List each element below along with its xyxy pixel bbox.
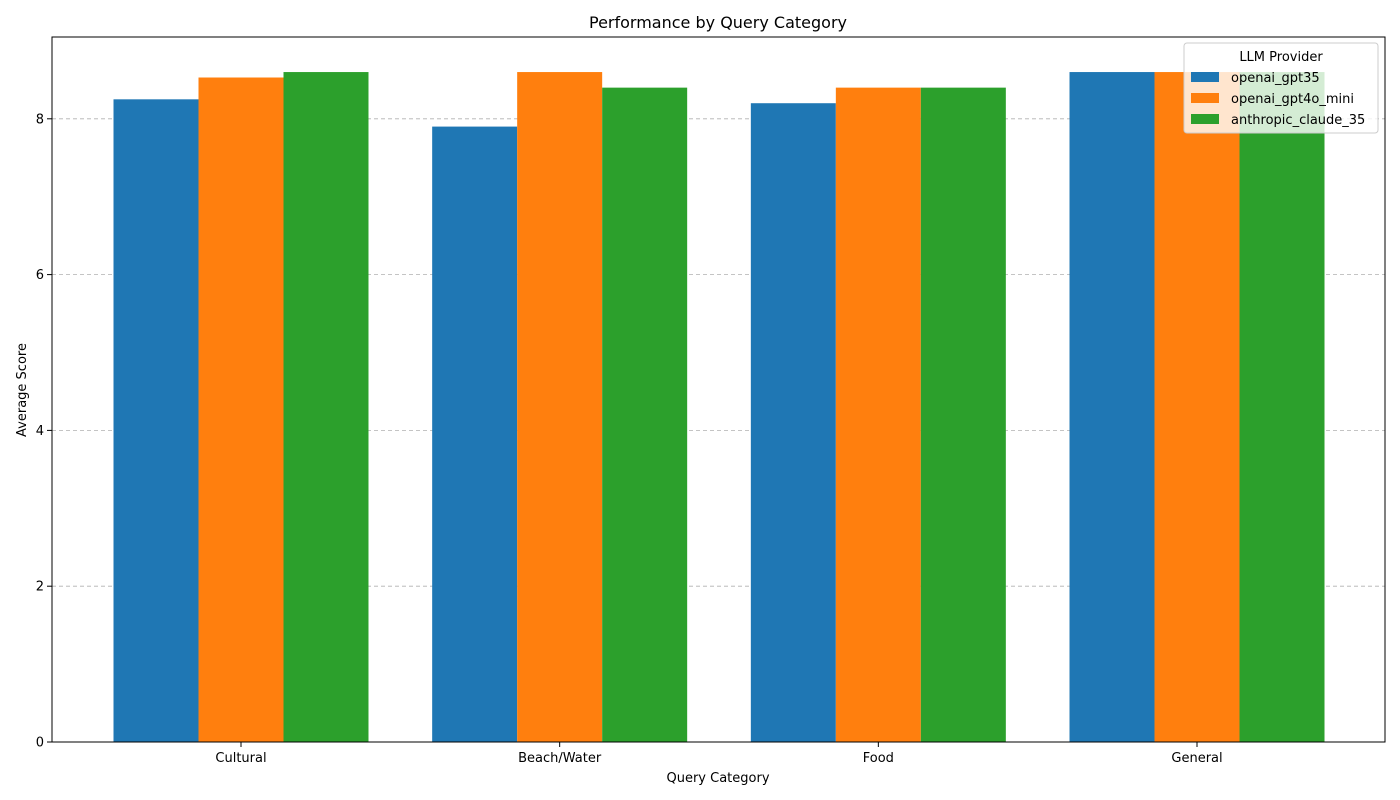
x-axis: Cultural Beach/Water Food General <box>215 742 1223 766</box>
legend-box <box>1183 42 1379 134</box>
legend-swatch <box>1191 93 1219 103</box>
chart-title: Performance by Query Category <box>589 13 847 32</box>
bar-openai_gpt4o_mini-1 <box>517 72 603 743</box>
legend: LLM Provider openai_gpt35 openai_gpt4o_mi… <box>1183 42 1379 134</box>
y-axis: 0 2 4 6 8 <box>36 112 52 751</box>
y-axis-label: Average Score <box>15 343 30 437</box>
bar-openai_gpt35-0 <box>113 99 199 743</box>
y-tick-label: 4 <box>36 424 44 439</box>
y-tick-label: 0 <box>36 736 44 751</box>
bar-anthropic_claude_35-3 <box>1239 72 1325 743</box>
bar-openai_gpt35-3 <box>1069 72 1155 743</box>
legend-label: anthropic_claude_35 <box>1231 113 1365 128</box>
bar-openai_gpt4o_mini-0 <box>198 77 284 742</box>
x-tick-label: Cultural <box>215 751 266 766</box>
bar-anthropic_claude_35-1 <box>602 87 688 742</box>
bar-openai_gpt35-2 <box>750 103 836 743</box>
bars <box>113 72 1325 743</box>
bar-anthropic_claude_35-0 <box>283 72 369 743</box>
x-tick-label: Beach/Water <box>518 751 602 766</box>
legend-swatch <box>1191 114 1219 124</box>
bar-openai_gpt4o_mini-3 <box>1154 72 1240 743</box>
y-tick-label: 6 <box>36 268 44 283</box>
y-tick-label: 8 <box>36 112 44 127</box>
bar-anthropic_claude_35-2 <box>920 87 1006 742</box>
legend-title: LLM Provider <box>1239 50 1323 65</box>
legend-swatch <box>1191 72 1219 82</box>
grid-lines <box>52 118 1385 587</box>
bar-openai_gpt35-1 <box>432 126 518 742</box>
y-tick-label: 2 <box>36 580 44 595</box>
legend-label: openai_gpt4o_mini <box>1231 92 1354 107</box>
x-tick-label: Food <box>863 751 894 766</box>
x-axis-label: Query Category <box>666 771 769 786</box>
bar-openai_gpt4o_mini-2 <box>835 87 921 742</box>
x-tick-label: General <box>1171 751 1222 766</box>
legend-label: openai_gpt35 <box>1231 71 1320 86</box>
plot-frame <box>51 36 1386 743</box>
